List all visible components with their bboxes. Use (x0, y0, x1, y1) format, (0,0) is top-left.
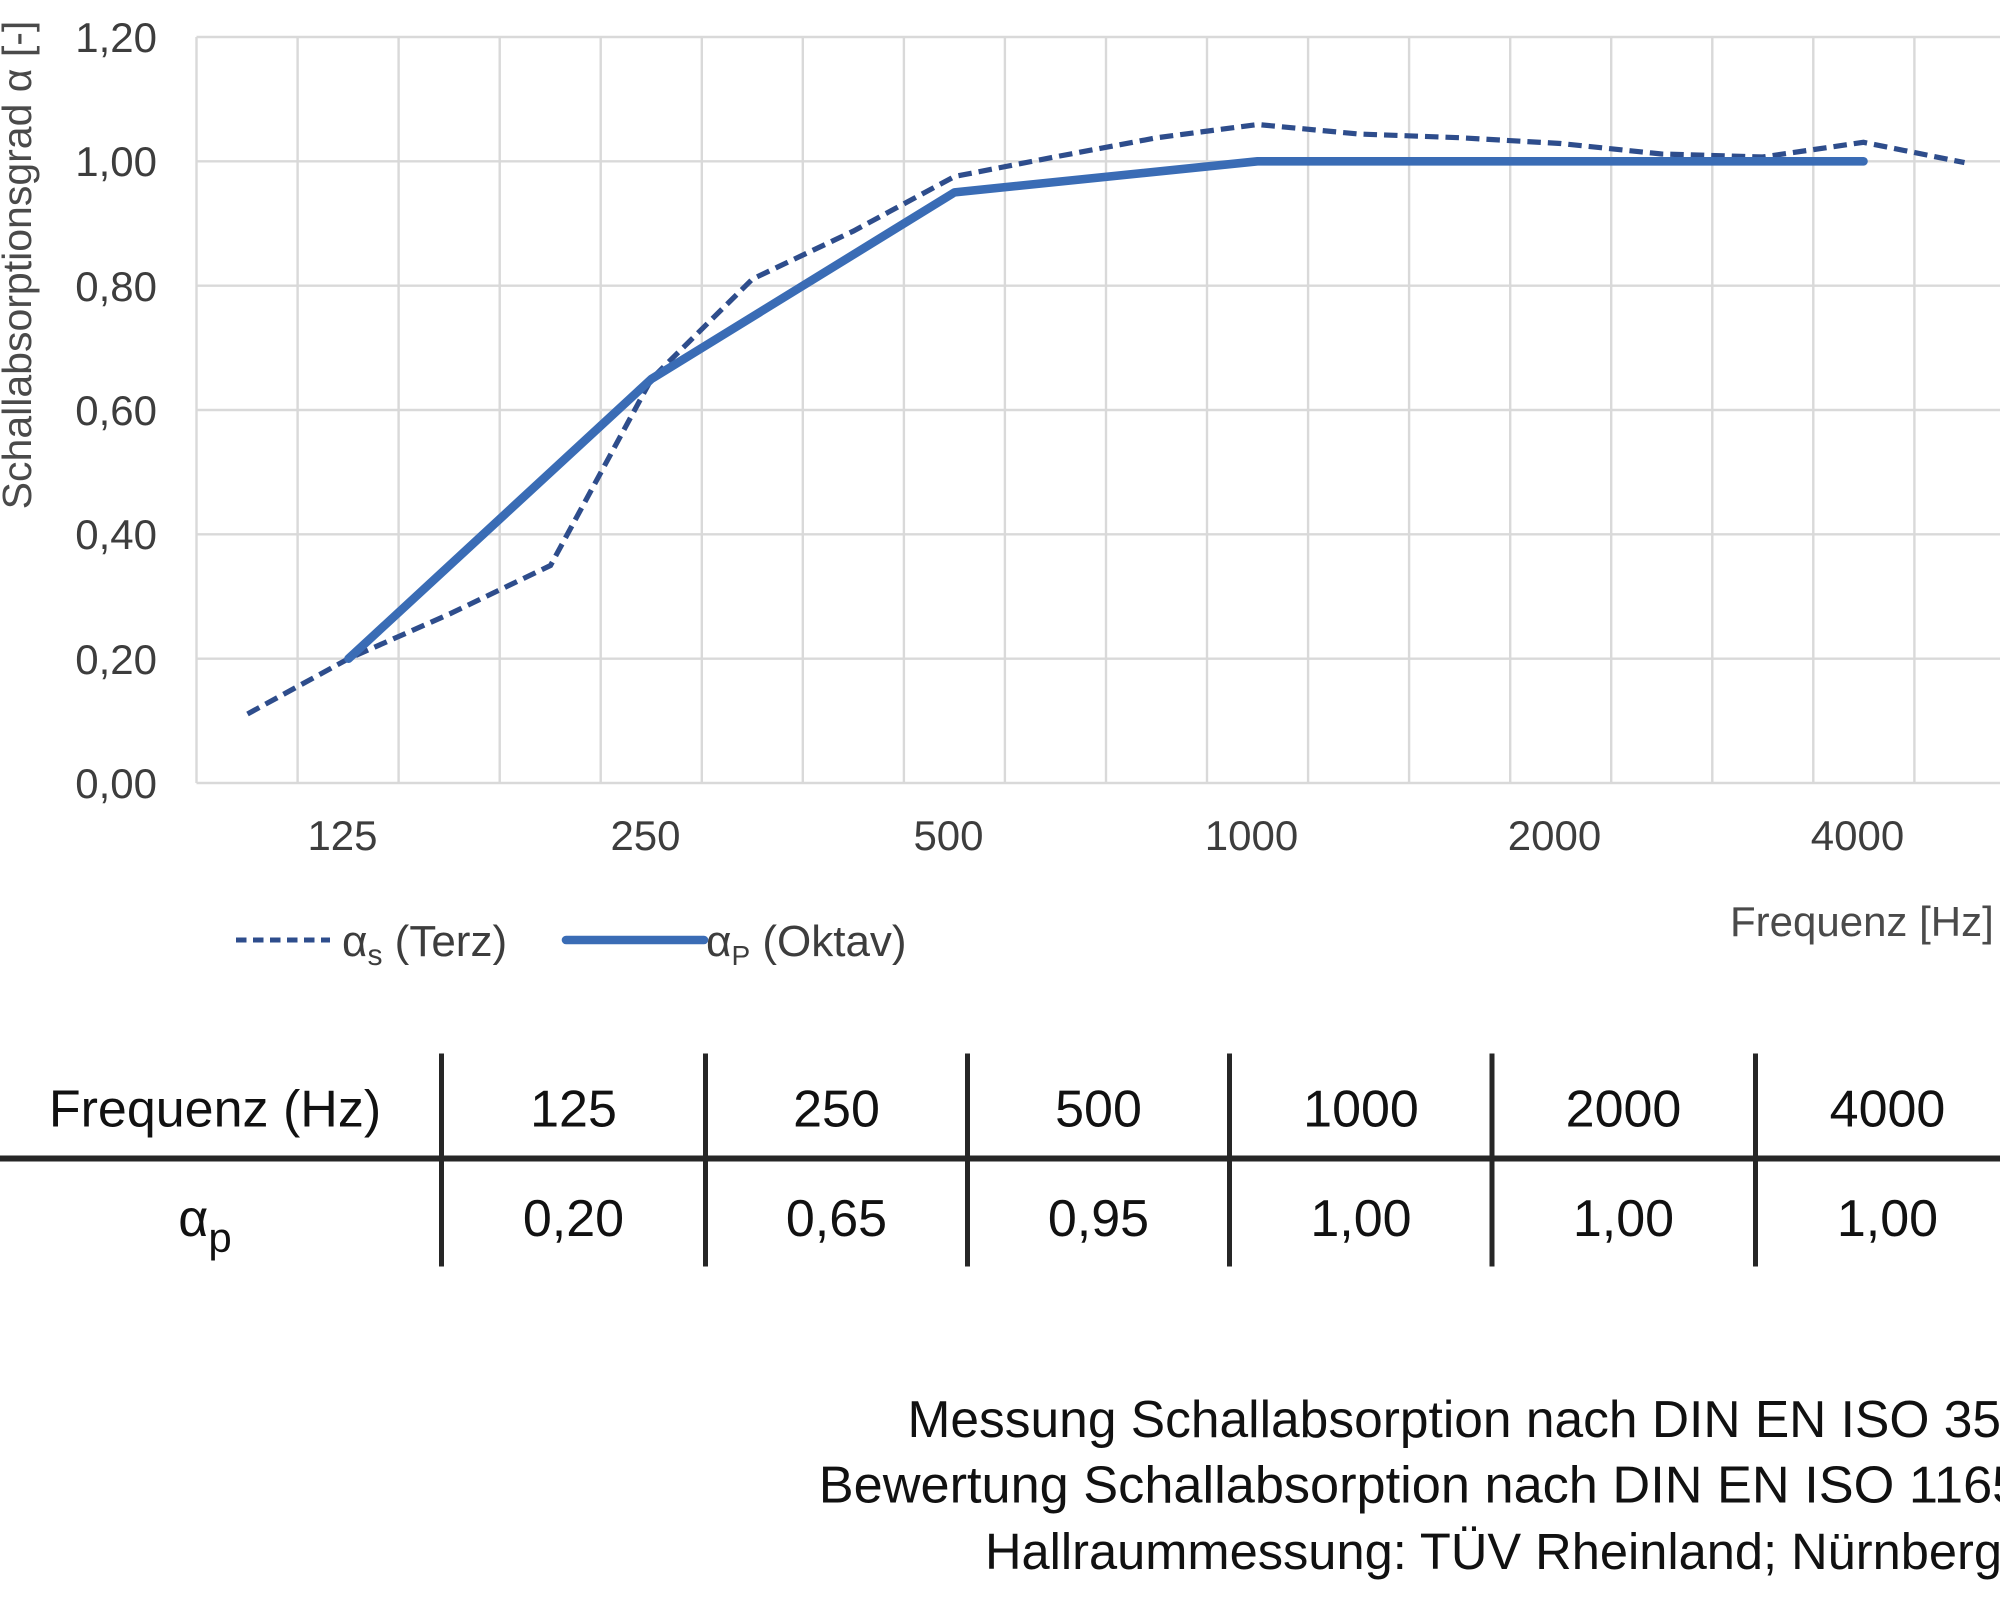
svg-text:1,00: 1,00 (1837, 1190, 1938, 1248)
svg-text:0,20: 0,20 (75, 636, 157, 683)
svg-text:Schallabsorptionsgrad α [-]: Schallabsorptionsgrad α [-] (0, 21, 40, 510)
svg-text:1000: 1000 (1303, 1081, 1419, 1139)
svg-text:Frequenz [Hz]: Frequenz [Hz] (1730, 898, 1994, 945)
svg-text:0,60: 0,60 (75, 387, 157, 434)
svg-text:250: 250 (793, 1081, 880, 1139)
svg-text:1,20: 1,20 (75, 14, 157, 61)
svg-text:0,00: 0,00 (75, 760, 157, 807)
svg-text:125: 125 (530, 1081, 617, 1139)
svg-text:1000: 1000 (1205, 812, 1298, 859)
svg-text:0,80: 0,80 (75, 263, 157, 310)
svg-text:0,65: 0,65 (786, 1190, 887, 1248)
svg-text:Frequenz (Hz): Frequenz (Hz) (49, 1081, 381, 1139)
svg-text:250: 250 (610, 812, 680, 859)
svg-text:4000: 4000 (1830, 1081, 1946, 1139)
svg-text:500: 500 (913, 812, 983, 859)
svg-text:2000: 2000 (1508, 812, 1601, 859)
svg-text:0,95: 0,95 (1048, 1190, 1149, 1248)
svg-text:αs (Terz): αs (Terz) (342, 917, 507, 972)
svg-text:1,00: 1,00 (1573, 1190, 1674, 1248)
svg-text:Bewertung Schallabsorption nac: Bewertung Schallabsorption nach DIN EN I… (819, 1457, 2000, 1515)
svg-text:1,00: 1,00 (75, 138, 157, 185)
svg-text:500: 500 (1055, 1081, 1142, 1139)
svg-text:1,00: 1,00 (1310, 1190, 1411, 1248)
svg-text:4000: 4000 (1811, 812, 1904, 859)
svg-text:0,20: 0,20 (523, 1190, 624, 1248)
svg-text:αP (Oktav): αP (Oktav) (706, 917, 907, 971)
svg-text:0,40: 0,40 (75, 511, 157, 558)
svg-text:Hallraummessung: TÜV Rheinland: Hallraummessung: TÜV Rheinland; Nürnberg (985, 1523, 2000, 1580)
svg-text:Messung Schallabsorption nach: Messung Schallabsorption nach DIN EN ISO… (908, 1390, 2000, 1448)
svg-text:2000: 2000 (1566, 1081, 1682, 1139)
svg-text:αp: αp (178, 1190, 231, 1261)
svg-text:125: 125 (307, 812, 377, 859)
